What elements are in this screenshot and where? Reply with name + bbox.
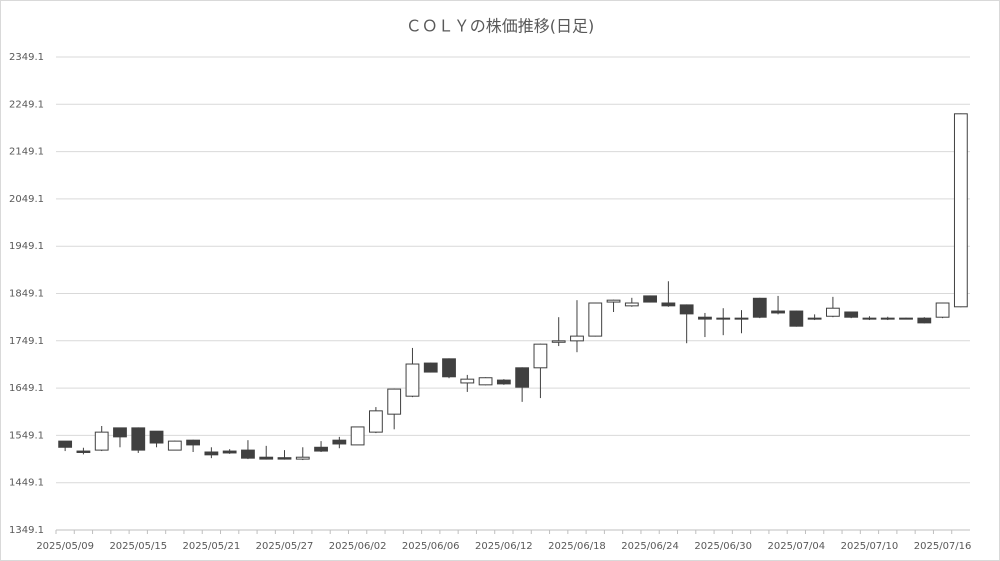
candle-body [241,449,255,459]
candle-body [460,378,475,384]
candle-body [113,427,127,438]
candle-body [679,304,694,315]
candle-body [167,440,182,451]
candle-body [442,358,456,378]
candle-body [277,457,292,460]
candle-body [661,302,676,307]
x-tick-label: 2025/05/27 [256,541,314,552]
candle-body [350,426,365,446]
candle-body [149,430,164,444]
candle-body [917,317,932,324]
candle-body [405,363,420,397]
candle-body [624,302,639,307]
x-tick-label: 2025/07/16 [914,541,972,552]
x-tick-label: 2025/05/21 [183,541,241,552]
candle-body [222,450,237,454]
candle-body [862,317,877,320]
candle-body [643,295,657,303]
x-tick-label: 2025/06/30 [694,541,752,552]
y-tick-label: 2149.1 [9,147,44,158]
candle-body [533,343,548,369]
candle-body [369,410,383,433]
candle-body [716,317,731,320]
candle-body [771,310,785,314]
candle-body [899,317,913,320]
candle-body [204,451,219,456]
candle-body [515,367,530,388]
candle-body [844,311,859,318]
candle-body [698,316,712,320]
x-tick-label: 2025/06/02 [329,541,387,552]
candle-body [606,299,621,303]
candle-body [387,388,402,415]
y-tick-label: 1749.1 [9,336,44,347]
candle-body [953,113,968,308]
candle-body [551,340,566,343]
candle-body [880,317,895,320]
x-tick-label: 2025/06/12 [475,541,533,552]
y-tick-label: 1349.1 [9,525,44,536]
candle-body [295,456,310,460]
x-tick-label: 2025/07/10 [841,541,899,552]
x-tick-label: 2025/06/06 [402,541,460,552]
candle-body [807,317,822,320]
candle-body [332,439,347,445]
x-tick-label: 2025/06/18 [548,541,606,552]
candle-body [259,456,274,460]
candle-body [186,439,200,446]
candle-body [94,431,109,451]
x-tick-label: 2025/07/04 [768,541,826,552]
candle-body [789,310,804,327]
candle-body [423,362,438,373]
candle-body [734,317,749,320]
y-tick-label: 1549.1 [9,430,44,441]
candle-body [131,427,146,451]
x-tick-label: 2025/05/09 [36,541,94,552]
candle-body [752,297,767,318]
y-tick-label: 1949.1 [9,241,44,252]
candle-body [496,379,511,385]
candle-body [570,335,584,342]
candle-body [826,307,840,317]
x-tick-label: 2025/05/15 [109,541,167,552]
y-tick-label: 1449.1 [9,478,44,489]
candle-body [935,302,950,318]
y-tick-label: 2249.1 [9,99,44,110]
y-tick-label: 2349.1 [9,52,44,63]
y-tick-label: 1849.1 [9,289,44,300]
candle-body [76,450,91,453]
y-tick-label: 1649.1 [9,383,44,394]
candle-body [314,446,328,452]
candle-body [588,302,603,337]
chart-title: ＣＯＬＹの株価推移(日足) [406,17,595,36]
candle-body [478,377,493,386]
x-tick-label: 2025/06/24 [621,541,679,552]
y-tick-label: 2049.1 [9,194,44,205]
candle-body [58,440,73,448]
